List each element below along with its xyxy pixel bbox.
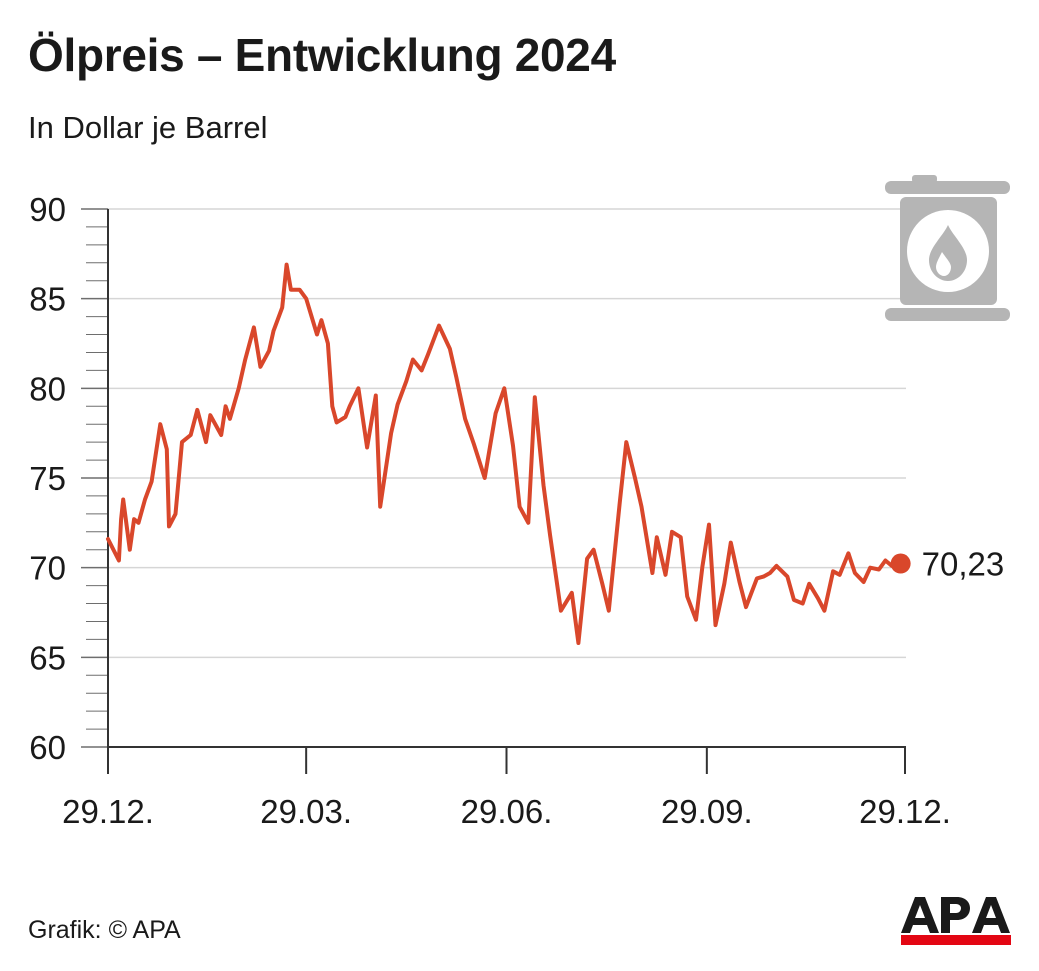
y-tick-label: 90 <box>29 191 66 228</box>
x-tick-label: 29.09. <box>661 793 753 830</box>
gridlines <box>108 208 906 659</box>
x-tick-label: 29.06. <box>461 793 553 830</box>
chart-title: Ölpreis – Entwicklung 2024 <box>28 29 616 81</box>
axes: 60 65 70 75 80 85 90 29.12. 29.03. 29.06. 29.09. 29… <box>29 191 951 830</box>
end-point-marker <box>890 553 911 574</box>
y-tick-label: 75 <box>29 460 66 497</box>
x-tick-label: 29.03. <box>260 793 352 830</box>
y-tick-label: 70 <box>29 550 66 587</box>
x-tick-label: 29.12. <box>62 793 154 830</box>
x-tick-label: 29.12. <box>859 793 951 830</box>
oil-price-line-chart: 60 65 70 75 80 85 90 29.12. 29.03. 29.06. 29.09. 29… <box>29 175 1010 830</box>
source-credit: Grafik: © APA <box>28 916 181 944</box>
price-line <box>106 262 903 645</box>
y-tick-label: 65 <box>29 639 66 676</box>
oil-barrel-icon <box>885 175 1010 321</box>
y-tick-label: 80 <box>29 370 66 407</box>
end-marker-group: 70,23 <box>890 546 1005 583</box>
apa-logo <box>901 897 1011 945</box>
end-value-label: 70,23 <box>922 546 1005 583</box>
y-tick-label: 60 <box>29 729 66 766</box>
chart-subtitle: In Dollar je Barrel <box>28 110 268 145</box>
y-tick-label: 85 <box>29 281 66 318</box>
series-line <box>106 262 903 645</box>
